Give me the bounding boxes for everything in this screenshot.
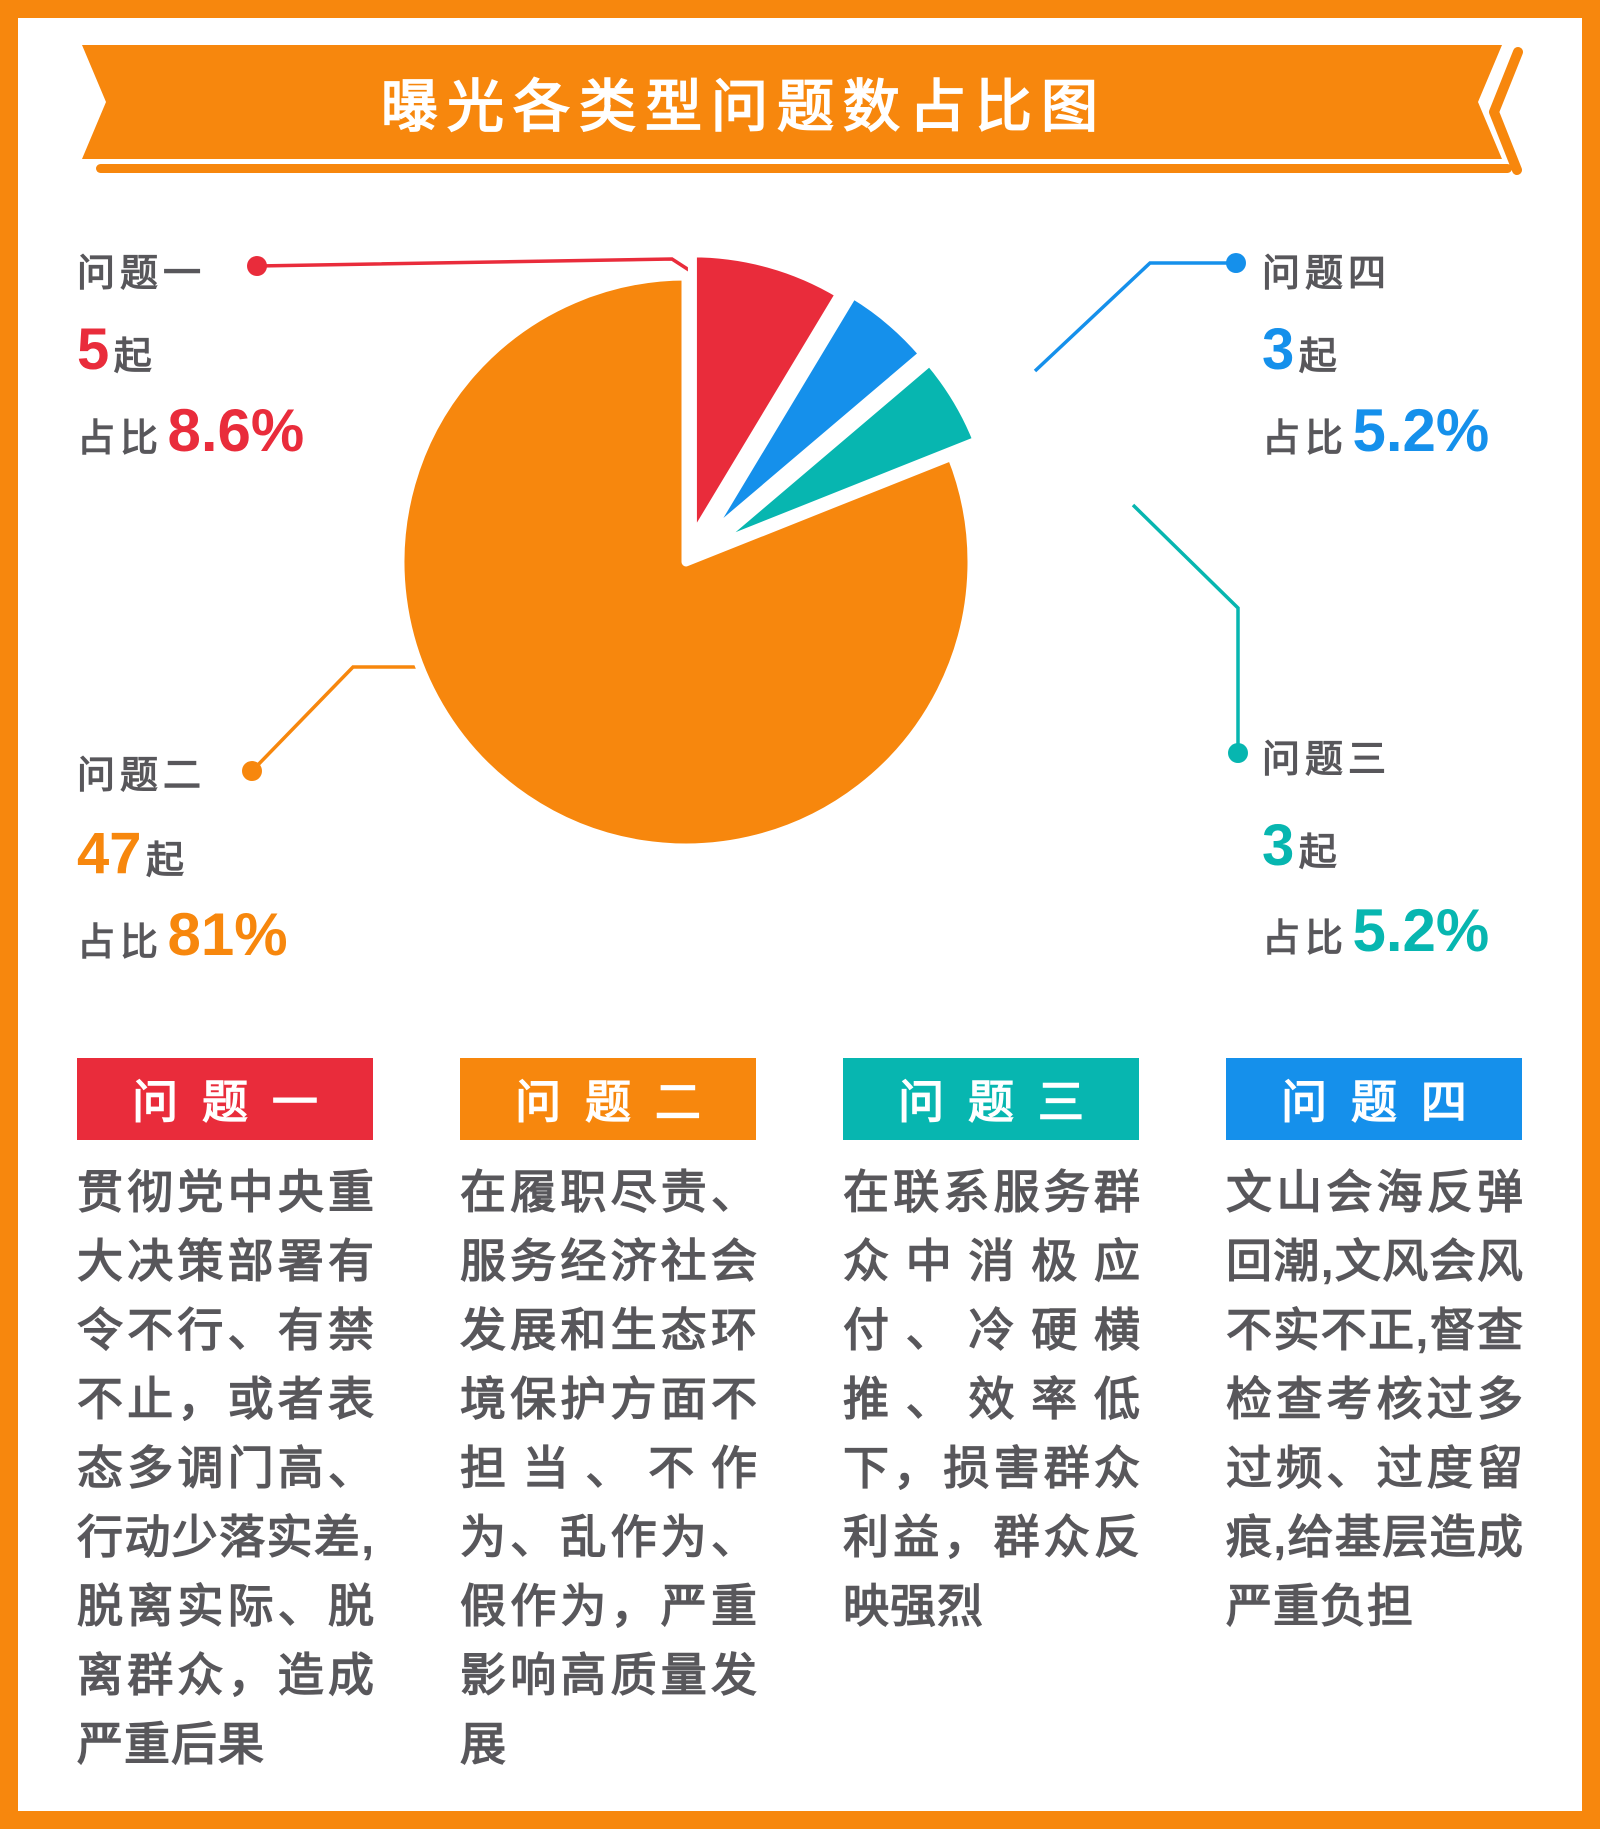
callout-q3-percent: 占比 5.2% [1262,897,1490,964]
callout-q3-name: 问题三 [1262,739,1392,781]
leader-dot-问题四 [1226,253,1246,273]
leader-dot-问题一 [247,256,267,276]
page-title: 曝光各类型问题数占比图 [381,75,1107,139]
banner-shadow-line [96,164,1512,173]
callout-q4-count: 3 起 [1262,317,1341,382]
callout-q4-name: 问题四 [1262,253,1392,295]
title-banner: 曝光各类型问题数占比图 [82,45,1502,159]
leader-line-问题四 [1033,261,1236,373]
leader-line-问题三 [1131,503,1240,753]
card-header-q4: 问题四 [1226,1058,1522,1140]
card-header-q2: 问题二 [460,1058,756,1140]
pie-slice-问题一 [687,248,845,544]
callout-q1-count: 5 起 [77,317,156,382]
card-body-q3: 在联系服务群众中消极应付、冷硬横推、效率低下，损害群众利益，群众反映强烈 [843,1166,1141,1632]
callout-q4-percent: 占比 5.2% [1262,397,1490,464]
leader-dot-问题三 [1228,743,1248,763]
pie-slice-问题三 [707,356,982,552]
callout-q1-name: 问题一 [77,253,207,295]
ribbon-fold-icon [1489,47,1523,175]
pie-slice-问题二 [395,271,977,853]
leader-dot-问题二 [242,761,262,781]
card-header-q1: 问题一 [77,1058,373,1140]
callout-q2-percent: 占比 81% [77,901,288,968]
card-body-q1: 贯彻党中央重大决策部署有令不行、有禁不止，或者表态多调门高、行动少落实差,脱离实… [77,1166,375,1770]
card-body-q4: 文山会海反弹回潮,文风会风不实不正,督查检查考核过多过频、过度留痕,给基层造成严… [1226,1166,1524,1632]
callout-q2-count: 47 起 [77,821,188,886]
card-header-q3: 问题三 [843,1058,1139,1140]
callout-q3-count: 3 起 [1262,813,1341,878]
card-body-q2: 在履职尽责、服务经济社会发展和生态环境保护方面不担当、不作为、乱作为、假作为，严… [460,1166,758,1770]
callout-q1-percent: 占比 8.6% [77,397,305,464]
pie-slice-问题四 [700,289,928,544]
callout-q2-name: 问题二 [77,755,207,797]
